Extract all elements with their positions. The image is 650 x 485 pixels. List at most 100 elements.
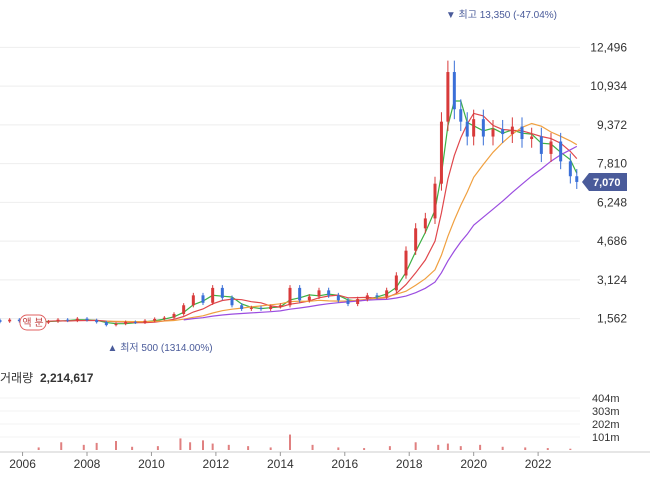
candle [269, 306, 273, 309]
candle [530, 136, 534, 140]
candle [162, 317, 166, 319]
price-tick-label: 9,372 [597, 118, 627, 132]
current-price-label: 7,070 [593, 177, 621, 189]
x-tick-label: 2010 [138, 457, 165, 471]
candle [201, 295, 205, 303]
volume-bar [501, 446, 504, 450]
candle [510, 126, 514, 135]
candle [539, 136, 543, 154]
price-tick-label: 12,496 [590, 40, 627, 54]
high-low-markers: ▼ 최고 13,350 (-47.04%) ▲ 최저 500 (1314.00%) [108, 9, 557, 354]
candle [220, 287, 224, 298]
candles [0, 60, 579, 327]
x-axis: 2006 2008 2010 2012 2014 2016 2018 2020 2022 [0, 451, 650, 471]
candle [404, 250, 408, 276]
volume-bar [37, 447, 40, 450]
volume-bar [269, 447, 272, 450]
current-price-badge: 7,070 [582, 172, 627, 191]
volume-bar [546, 448, 549, 450]
volume-bar [60, 442, 63, 450]
candle [56, 319, 60, 322]
candle [191, 295, 195, 306]
candle [114, 323, 118, 326]
volume-tick-label: 303m [592, 406, 620, 418]
candle [356, 299, 360, 305]
candle [452, 72, 456, 110]
volume-bar [524, 447, 527, 450]
candle [8, 319, 12, 322]
ma-long-line [106, 122, 578, 323]
candle [375, 295, 379, 297]
candle [568, 161, 572, 177]
price-tick-label: 10,934 [590, 79, 627, 93]
candle [472, 119, 476, 137]
candle [346, 300, 350, 305]
volume-bar [179, 438, 182, 450]
candle [439, 121, 443, 184]
candle [365, 295, 369, 300]
price-tick-label: 3,124 [597, 273, 627, 287]
candle [46, 321, 50, 323]
candle [446, 72, 450, 122]
price-tick-label: 6,248 [597, 195, 627, 209]
candle [433, 183, 437, 219]
candle [336, 295, 340, 301]
x-tick-label: 2008 [74, 457, 101, 471]
candle [491, 129, 495, 137]
price-tick-label: 4,686 [597, 234, 627, 248]
volume-bar [211, 443, 214, 450]
volume-tick-label: 404m [592, 393, 620, 405]
candle [182, 305, 186, 314]
volume-bar [437, 444, 440, 450]
candle [327, 290, 331, 296]
volume-bar [311, 444, 314, 450]
candle [172, 313, 176, 318]
high-marker: ▼ 최고 13,350 (-47.04%) [446, 9, 557, 21]
volume-bar [459, 446, 462, 450]
legend-chip: 액 분 [19, 314, 47, 331]
candle [394, 275, 398, 291]
candle [465, 121, 469, 137]
volume-bar [202, 440, 204, 450]
candle [298, 287, 302, 301]
volume-bar [131, 446, 134, 450]
candle [288, 287, 292, 306]
candle [575, 176, 579, 182]
candle [481, 119, 485, 137]
volume-bar [115, 440, 117, 450]
candle [307, 296, 311, 301]
candle [230, 297, 234, 306]
candle [559, 141, 563, 162]
volume-bar [388, 446, 391, 450]
candle [549, 141, 553, 154]
candle [317, 290, 321, 297]
candle [259, 307, 263, 309]
candle [211, 287, 215, 303]
candle [0, 320, 2, 322]
candle [414, 228, 418, 251]
volume-bar [337, 447, 340, 450]
volume-tick-label: 101m [592, 432, 620, 444]
candle [17, 319, 21, 322]
x-tick-label: 2016 [331, 457, 358, 471]
candle [75, 318, 79, 321]
x-tick-label: 2006 [9, 457, 36, 471]
volume-bar [189, 442, 192, 450]
volume-bar [446, 443, 449, 450]
volume-value: 2,214,617 [40, 371, 94, 385]
volume-bar [414, 442, 417, 450]
candle [520, 126, 524, 140]
volume-tick-label: 202m [592, 419, 620, 431]
x-tick-label: 2018 [396, 457, 423, 471]
candle [278, 305, 282, 307]
candle [459, 109, 463, 122]
candle [133, 321, 137, 323]
price-tick-label: 1,562 [597, 312, 627, 326]
candle [104, 322, 108, 326]
volume-bar [289, 434, 291, 450]
volume-bar [82, 444, 85, 450]
ma-mid-line [48, 112, 578, 324]
candle [153, 318, 157, 321]
